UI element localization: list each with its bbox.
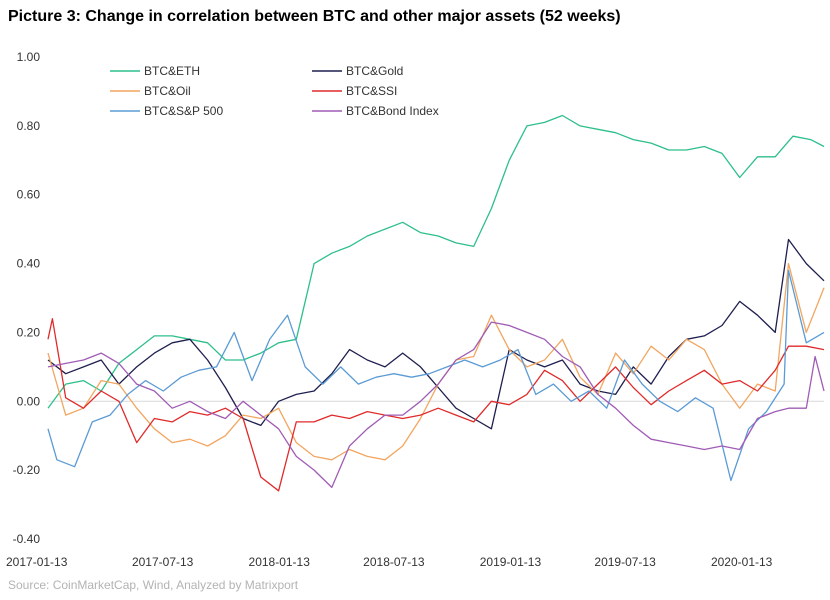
x-tick-label: 2018-07-13	[363, 555, 425, 569]
y-axis: 1.00 0.80 0.60 0.40 0.20 0.00 -0.20 -0.40	[13, 50, 41, 546]
series-line-4	[47, 269, 825, 482]
series-lines	[47, 114, 825, 492]
x-tick-label: 2019-01-13	[480, 555, 542, 569]
x-tick-label: 2018-01-13	[249, 555, 311, 569]
y-tick-label: 0.40	[17, 257, 41, 271]
legend-label: BTC&ETH	[144, 64, 200, 78]
y-tick-label: 0.80	[17, 119, 41, 133]
y-tick-label: 0.60	[17, 188, 41, 202]
y-tick-label: -0.40	[13, 532, 41, 546]
legend-label: BTC&Gold	[346, 64, 403, 78]
x-tick-label: 2019-07-13	[594, 555, 656, 569]
y-tick-label: 0.00	[17, 394, 41, 408]
legend-label: BTC&Bond Index	[346, 104, 439, 118]
legend-label: BTC&S&P 500	[144, 104, 223, 118]
series-line-1	[47, 238, 825, 430]
series-line-5	[47, 321, 825, 489]
series-line-0	[47, 114, 825, 409]
y-tick-label: 1.00	[17, 50, 41, 64]
x-tick-label: 2017-07-13	[132, 555, 194, 569]
x-tick-label: 2017-01-13	[6, 555, 68, 569]
y-tick-label: -0.20	[13, 463, 41, 477]
x-tick-label: 2020-01-13	[711, 555, 773, 569]
series-line-2	[47, 262, 825, 461]
source-note: Source: CoinMarketCap, Wind, Analyzed by…	[8, 578, 299, 592]
chart-title: Picture 3: Change in correlation between…	[8, 8, 621, 25]
x-axis: 2017-01-13 2017-07-13 2018-01-13 2018-07-13…	[6, 555, 773, 569]
legend-label: BTC&SSI	[346, 84, 397, 98]
y-tick-label: 0.20	[17, 325, 41, 339]
series-line-3	[47, 318, 825, 492]
legend-label: BTC&Oil	[144, 84, 191, 98]
legend: BTC&ETH BTC&Gold BTC&Oil BTC&SSI BTC&S&P 500…	[110, 64, 439, 118]
